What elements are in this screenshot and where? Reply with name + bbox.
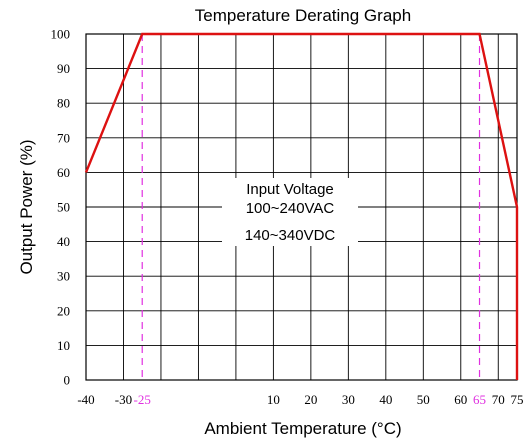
y-tick-label: 20 [57,303,70,318]
y-tick-label: 0 [64,373,71,388]
x-tick-label: 70 [492,392,505,407]
chart-title: Temperature Derating Graph [195,6,411,25]
y-tick-label: 10 [57,338,70,353]
annotation-line: 140~340VDC [245,227,336,244]
x-tick-label: 10 [267,392,280,407]
annotation-text: Input Voltage 100~240VAC 140~340VDC [245,181,336,244]
series-line [84,32,519,380]
annotation-line: 100~240VAC [246,200,335,217]
x-tick-label: 20 [304,392,317,407]
annotation-box [222,178,358,246]
x-tick-label: -30 [115,392,132,407]
x-tick-label: 65 [473,392,486,407]
y-tick-label: 40 [57,234,70,249]
x-tick-labels: -40 -30 -25 10 20 30 40 50 60 65 70 75 [77,392,523,407]
y-tick-label: 80 [57,96,70,111]
x-tick-label: 60 [454,392,467,407]
y-tick-label: 100 [51,27,71,42]
y-tick-label: 30 [57,269,70,284]
annotation-line: Input Voltage [246,181,334,198]
y-axis-label: Output Power (%) [17,139,36,274]
x-tick-label: -40 [77,392,94,407]
y-tick-labels: 0 10 20 30 40 50 60 70 80 90 100 [51,27,71,388]
x-tick-label: -25 [134,392,151,407]
x-tick-label: 40 [379,392,392,407]
y-tick-label: 60 [57,165,70,180]
reference-lines [141,34,481,380]
x-tick-label: 50 [417,392,430,407]
x-tick-label: 75 [511,392,524,407]
y-tick-label: 70 [57,130,70,145]
x-tick-label: 30 [342,392,355,407]
y-tick-label: 50 [57,200,70,215]
series-layer [84,32,519,380]
x-axis-label: Ambient Temperature (°C) [204,419,401,438]
y-tick-label: 90 [57,61,70,76]
